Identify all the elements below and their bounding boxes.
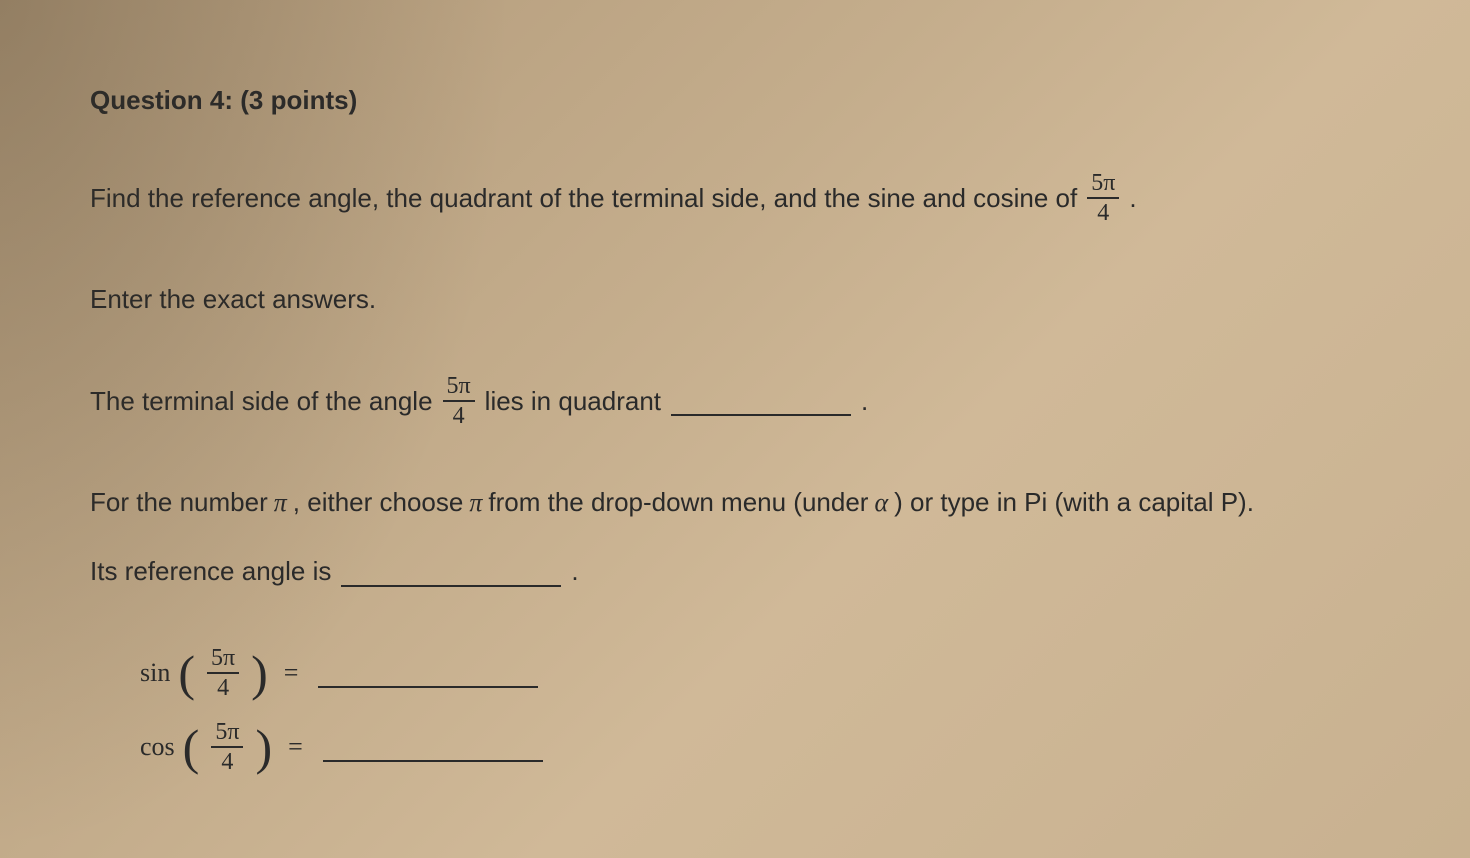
instruction-text: Enter the exact answers. <box>90 280 376 319</box>
prompt-line: Find the reference angle, the quadrant o… <box>90 171 1380 225</box>
reference-angle-line: Its reference angle is . <box>90 552 1380 591</box>
terminal-period: . <box>861 382 868 421</box>
terminal-before: The terminal side of the angle <box>90 382 433 421</box>
pi-note-after: ) or type in Pi (with a capital P). <box>894 483 1254 522</box>
equals-sign: = <box>288 732 303 762</box>
terminal-after: lies in quadrant <box>485 382 661 421</box>
cos-answer-blank[interactable] <box>323 732 543 763</box>
pi-symbol: π <box>469 483 482 522</box>
terminal-angle-fraction: 5π 4 <box>443 374 475 428</box>
question-label: Question 4: <box>90 85 233 115</box>
reference-angle-blank[interactable] <box>341 556 561 587</box>
ref-angle-before: Its reference angle is <box>90 552 331 591</box>
sin-answer-blank[interactable] <box>318 658 538 689</box>
paren-open: ( <box>178 653 195 693</box>
terminal-side-line: The terminal side of the angle 5π 4 lies… <box>90 374 1380 428</box>
fraction-numerator: 5π <box>1087 171 1119 199</box>
equals-sign: = <box>284 658 299 688</box>
instruction-line: Enter the exact answers. <box>90 280 1380 319</box>
cos-label: cos <box>140 732 175 762</box>
cos-angle-fraction: 5π 4 <box>211 720 243 774</box>
trig-block: sin ( 5π 4 ) = cos ( 5π 4 ) = <box>140 646 1380 774</box>
prompt-angle-fraction: 5π 4 <box>1087 171 1119 225</box>
fraction-numerator: 5π <box>211 720 243 748</box>
ref-angle-period: . <box>571 552 578 591</box>
fraction-numerator: 5π <box>207 646 239 674</box>
question-points: (3 points) <box>240 85 357 115</box>
fraction-denominator: 4 <box>449 402 469 428</box>
cos-row: cos ( 5π 4 ) = <box>140 720 1380 774</box>
pi-note-before: For the number <box>90 483 268 522</box>
paren-open: ( <box>183 727 200 767</box>
pi-note-mid2: from the drop-down menu (under <box>488 483 868 522</box>
pi-note-mid1: , either choose <box>293 483 464 522</box>
pi-symbol: π <box>274 483 287 522</box>
fraction-numerator: 5π <box>443 374 475 402</box>
prompt-text: Find the reference angle, the quadrant o… <box>90 179 1077 218</box>
prompt-period: . <box>1129 179 1136 218</box>
fraction-denominator: 4 <box>213 674 233 700</box>
alpha-symbol: α <box>874 483 888 522</box>
sin-angle-fraction: 5π 4 <box>207 646 239 700</box>
paren-close: ) <box>255 727 272 767</box>
paren-close: ) <box>251 653 268 693</box>
question-header: Question 4: (3 points) <box>90 85 1380 116</box>
quadrant-blank[interactable] <box>671 386 851 417</box>
fraction-denominator: 4 <box>1093 199 1113 225</box>
pi-note-line: For the number π, either choose π from t… <box>90 483 1380 522</box>
sin-row: sin ( 5π 4 ) = <box>140 646 1380 700</box>
fraction-denominator: 4 <box>217 748 237 774</box>
sin-label: sin <box>140 658 170 688</box>
